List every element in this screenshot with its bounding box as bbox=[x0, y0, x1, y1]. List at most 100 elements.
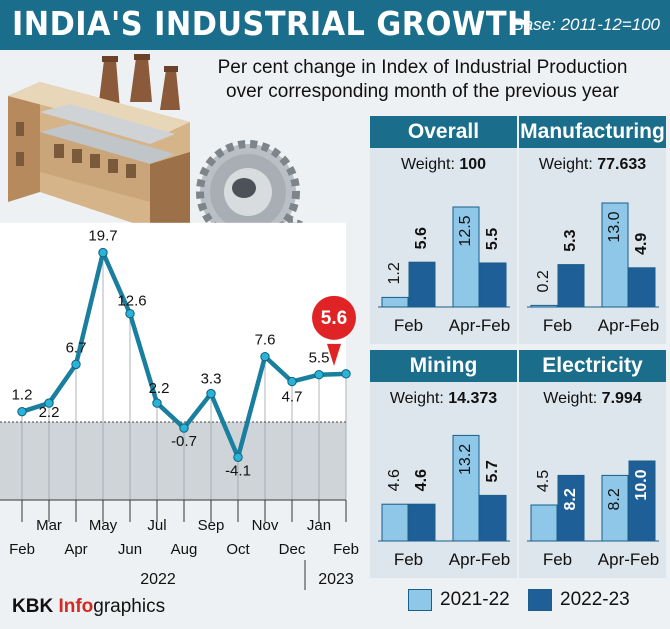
x-tick-label: Aug bbox=[171, 541, 198, 558]
data-label: 6.7 bbox=[66, 339, 87, 356]
bar-value-label: 5.3 bbox=[562, 229, 579, 251]
x-tick-label: Nov bbox=[252, 517, 279, 534]
overall-weight: Weight: 100 bbox=[400, 156, 487, 173]
category-label: Apr-Feb bbox=[598, 316, 659, 335]
bar-value-label: 13.2 bbox=[457, 444, 474, 475]
bar-value-label: 10.0 bbox=[633, 469, 650, 500]
base-year-note: Base: 2011-12=100 bbox=[512, 15, 660, 34]
year-label-2023: 2023 bbox=[318, 571, 354, 588]
data-label: 12.6 bbox=[117, 293, 146, 310]
callout-pointer bbox=[327, 343, 341, 366]
legend-item-2021-22: 2021-22 bbox=[408, 588, 510, 612]
category-label: Apr-Feb bbox=[449, 316, 510, 335]
bar-value-label: 4.5 bbox=[535, 470, 552, 492]
data-point bbox=[125, 308, 135, 319]
bar-2022-23 bbox=[557, 264, 585, 308]
legend-label-2021-22: 2021-22 bbox=[440, 589, 510, 610]
header-bar: INDIA'S INDUSTRIAL GROWTH Base: 2011-12=… bbox=[0, 0, 670, 50]
bar-2022-23 bbox=[557, 474, 585, 542]
bar-2021-22 bbox=[601, 474, 629, 542]
bar-2021-22 bbox=[452, 206, 480, 308]
data-label: 7.6 bbox=[255, 332, 276, 349]
gear-icon bbox=[196, 140, 300, 244]
bar-value-label: 5.7 bbox=[484, 460, 501, 482]
data-point bbox=[233, 452, 243, 462]
manufacturing-weight: Weight: 77.633 bbox=[538, 156, 647, 173]
manufacturing-title: Manufacturing bbox=[519, 116, 666, 148]
bar-value-label: 4.9 bbox=[633, 233, 650, 255]
bar-2022-23 bbox=[628, 460, 656, 542]
data-label: 5.5 bbox=[309, 350, 330, 367]
mining-weight: Weight: 14.373 bbox=[389, 390, 498, 407]
callout-badge bbox=[312, 295, 356, 340]
data-point bbox=[98, 247, 108, 258]
bar-value-label: 4.6 bbox=[386, 469, 403, 491]
mining-bar-chart: 4.6 4.6 Feb 13.2 5.7 Apr-Feb bbox=[378, 434, 510, 569]
page-title: INDIA'S INDUSTRIAL GROWTH bbox=[12, 4, 533, 43]
data-label: 1.2 bbox=[12, 387, 33, 404]
x-tick-label: Jun bbox=[118, 541, 142, 558]
electricity-bar-chart: 4.5 8.2 Feb 8.2 10.0 Apr-Feb bbox=[527, 460, 659, 569]
bar-value-label: 1.2 bbox=[386, 262, 403, 284]
legend-swatch-2022-23 bbox=[528, 589, 552, 611]
bar-2022-23 bbox=[628, 267, 656, 308]
data-point bbox=[206, 388, 216, 399]
category-label: Apr-Feb bbox=[449, 550, 510, 569]
bar-value-label: 12.5 bbox=[457, 215, 474, 246]
data-label: 4.7 bbox=[282, 389, 303, 406]
bar-2022-23 bbox=[408, 503, 436, 542]
year-label-2022: 2022 bbox=[140, 571, 176, 588]
bar-value-label: 4.6 bbox=[413, 469, 430, 491]
overall-bar-chart: 1.2 5.6 Feb 12.5 5.5 Apr-Feb bbox=[378, 206, 510, 335]
bar-value-label: 8.2 bbox=[606, 488, 623, 510]
category-label: Feb bbox=[543, 550, 572, 569]
bar-value-label: 5.5 bbox=[484, 228, 501, 250]
electricity-weight: Weight: 7.994 bbox=[543, 390, 642, 407]
x-tick-label: Jul bbox=[147, 517, 166, 534]
iip-line-chart: 1.2 2.2 6.7 19.7 12.6 2.2 -0.7 3.3 -4.1 7.6 4.7 5.5… bbox=[0, 222, 359, 590]
manufacturing-bar-chart: 0.2 5.3 Feb 13.0 4.9 Apr-Feb bbox=[527, 202, 659, 335]
category-label: Feb bbox=[394, 550, 423, 569]
data-point bbox=[314, 370, 324, 380]
data-point bbox=[152, 398, 162, 408]
data-label: 2.2 bbox=[39, 404, 60, 421]
bar-value-label: 13.0 bbox=[606, 211, 623, 242]
bar-2022-23 bbox=[479, 494, 507, 542]
chimneys bbox=[98, 54, 180, 110]
x-tick-label: Mar bbox=[36, 517, 62, 534]
callout-value: 5.6 bbox=[321, 308, 347, 329]
subtitle-line-1: Per cent change in Index of Industrial P… bbox=[217, 57, 628, 78]
bar-2021-22 bbox=[381, 503, 409, 542]
bar-value-label: 8.2 bbox=[562, 488, 579, 510]
bar-2021-22 bbox=[530, 504, 558, 542]
data-point bbox=[17, 406, 27, 417]
data-point bbox=[341, 369, 351, 379]
manufacturing-panel: Manufacturing Weight: 77.633 0.2 5.3 Feb 13… bbox=[519, 116, 666, 344]
data-label: -0.7 bbox=[171, 433, 197, 450]
mining-panel: Mining Weight: 14.373 4.6 4.6 Feb 13.2 5.7 Ap… bbox=[370, 350, 517, 578]
data-label: 2.2 bbox=[149, 380, 170, 397]
bar-2022-23 bbox=[479, 262, 507, 308]
category-label: Feb bbox=[394, 316, 423, 335]
overall-title: Overall bbox=[370, 116, 517, 148]
data-label: 3.3 bbox=[201, 371, 222, 388]
credit-line: KBK Infographics bbox=[12, 596, 166, 617]
negative-region bbox=[0, 422, 346, 500]
mining-title: Mining bbox=[370, 350, 517, 382]
x-tick-label: Feb bbox=[333, 541, 359, 558]
data-point bbox=[44, 398, 54, 408]
bar-2021-22 bbox=[601, 202, 629, 308]
x-tick-label: Apr bbox=[64, 541, 87, 558]
overall-panel: Overall Weight: 100 1.2 5.6 Feb 12.5 5.5 Apr-… bbox=[370, 116, 517, 344]
data-label: 19.7 bbox=[88, 228, 117, 245]
category-label: Apr-Feb bbox=[598, 550, 659, 569]
data-point bbox=[179, 423, 189, 433]
data-point bbox=[287, 376, 297, 387]
x-tick-label: Sep bbox=[198, 517, 225, 534]
x-tick-label: Feb bbox=[9, 541, 35, 558]
bar-value-label: 0.2 bbox=[535, 270, 552, 292]
electricity-title: Electricity bbox=[519, 350, 666, 382]
data-point bbox=[260, 351, 270, 362]
electricity-panel: Electricity Weight: 7.994 4.5 8.2 Feb 8.2 10… bbox=[519, 350, 666, 578]
bar-2022-23 bbox=[408, 261, 436, 308]
